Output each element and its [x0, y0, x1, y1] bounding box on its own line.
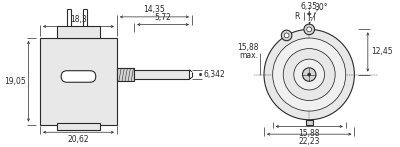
- Bar: [57, 123, 100, 130]
- Bar: [306, 120, 312, 125]
- Bar: [57, 26, 100, 38]
- Circle shape: [302, 68, 316, 81]
- Text: 12,45: 12,45: [371, 47, 392, 56]
- Bar: [117, 68, 134, 81]
- Text: 30°: 30°: [314, 3, 328, 12]
- Circle shape: [283, 49, 335, 101]
- Text: 6,35: 6,35: [301, 2, 318, 11]
- Text: 14,35: 14,35: [144, 5, 165, 14]
- Circle shape: [304, 24, 314, 35]
- Text: 15,88: 15,88: [237, 43, 258, 52]
- Circle shape: [281, 30, 292, 41]
- Text: 5,72: 5,72: [155, 13, 172, 22]
- Circle shape: [264, 29, 354, 120]
- Circle shape: [308, 73, 311, 76]
- Text: 19,05: 19,05: [4, 77, 26, 86]
- Bar: [134, 70, 189, 79]
- Bar: [40, 38, 117, 125]
- FancyBboxPatch shape: [61, 71, 96, 82]
- Text: 15,88: 15,88: [298, 129, 320, 138]
- Text: 18,3: 18,3: [70, 15, 87, 24]
- Circle shape: [284, 33, 289, 38]
- Circle shape: [273, 38, 346, 111]
- Text: 22,23: 22,23: [298, 137, 320, 146]
- Circle shape: [294, 59, 324, 90]
- Text: 20,62: 20,62: [68, 135, 89, 144]
- Text: max.: max.: [239, 51, 258, 60]
- Circle shape: [307, 27, 312, 32]
- Text: R: R: [294, 12, 300, 21]
- Text: 6,342: 6,342: [204, 70, 225, 79]
